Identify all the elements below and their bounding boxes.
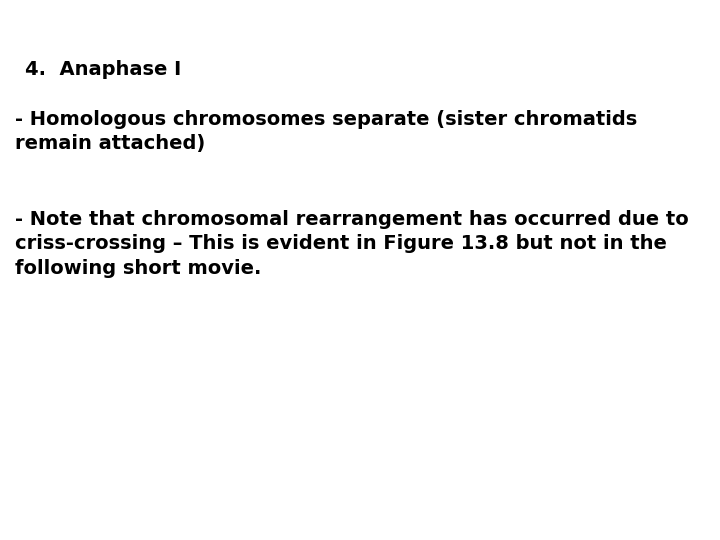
Text: - Homologous chromosomes separate (sister chromatids
remain attached): - Homologous chromosomes separate (siste…: [15, 110, 637, 153]
Text: 4.  Anaphase I: 4. Anaphase I: [25, 60, 181, 79]
Text: - Note that chromosomal rearrangement has occurred due to
criss-crossing – This : - Note that chromosomal rearrangement ha…: [15, 210, 689, 278]
